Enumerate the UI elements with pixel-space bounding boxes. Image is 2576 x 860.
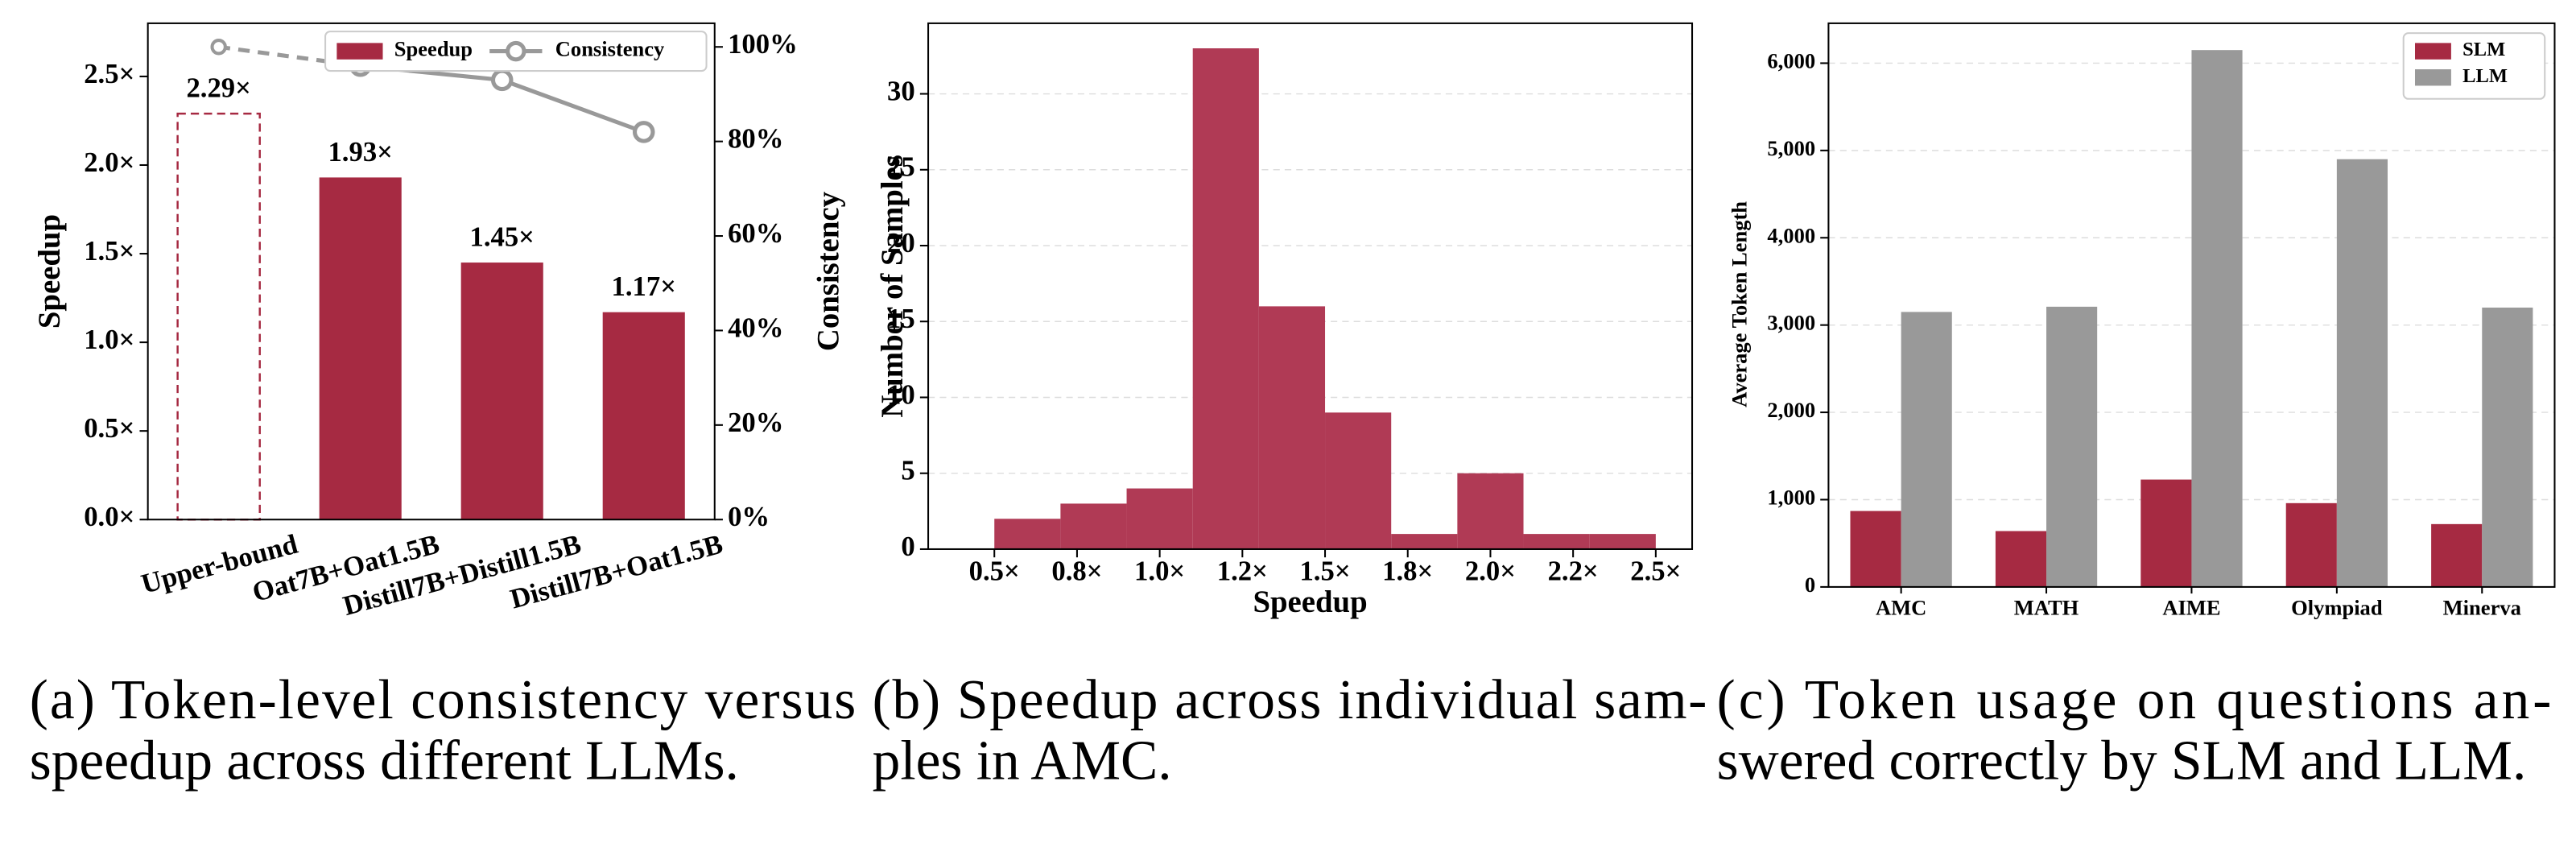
bar bbox=[1850, 511, 1901, 587]
legend-swatch bbox=[2415, 69, 2451, 86]
bar bbox=[1126, 488, 1193, 549]
bar bbox=[1325, 412, 1392, 549]
bar bbox=[1901, 312, 1952, 587]
x-tick-label: MATH bbox=[2014, 596, 2079, 620]
marker bbox=[632, 121, 655, 143]
caption: swered correctly by SLM and LLM. bbox=[1717, 730, 2527, 792]
data-label: 1.17× bbox=[612, 271, 676, 302]
line bbox=[218, 44, 645, 134]
y-tick-label: 5 bbox=[901, 455, 914, 486]
bar bbox=[2285, 502, 2337, 587]
y-tick-label: 6,000 bbox=[1767, 49, 1815, 73]
caption: ples in AMC. bbox=[873, 730, 1172, 792]
bar bbox=[2140, 479, 2192, 587]
y-tick-label: 10 bbox=[887, 378, 915, 410]
y-tick-label: 1.5× bbox=[84, 235, 134, 267]
marker bbox=[490, 68, 514, 92]
y-tick-label: 20 bbox=[887, 227, 915, 258]
axis-label: Speedup bbox=[32, 214, 67, 329]
bar bbox=[460, 263, 543, 520]
plot-frame bbox=[1827, 22, 2556, 588]
y-tick-label: 100% bbox=[728, 28, 798, 60]
legend-label: Consistency bbox=[555, 37, 665, 61]
x-tick-label: 1.5× bbox=[1299, 556, 1350, 587]
bar bbox=[2336, 159, 2388, 587]
x-tick-label: 1.0× bbox=[1134, 556, 1185, 587]
data-label: 1.45× bbox=[469, 221, 534, 252]
legend-marker bbox=[506, 40, 526, 62]
bar bbox=[1391, 534, 1458, 549]
caption: (c) Token usage on questions an- bbox=[1717, 669, 2552, 731]
y-tick-label: 3,000 bbox=[1767, 311, 1815, 335]
data-label: 1.93× bbox=[328, 136, 392, 167]
legend-swatch bbox=[336, 43, 383, 60]
axis-label: Number of Samples bbox=[875, 155, 910, 418]
bar bbox=[1060, 503, 1127, 549]
data-label: 2.29× bbox=[186, 72, 250, 104]
y-tick-label: 2,000 bbox=[1767, 398, 1815, 422]
caption: speedup across different LLMs. bbox=[30, 730, 739, 792]
x-tick-label: 1.2× bbox=[1217, 556, 1268, 587]
legend-label: SLM bbox=[2462, 39, 2505, 60]
caption: (a) Token-level consistency versus bbox=[30, 669, 857, 731]
y-tick-label: 20% bbox=[728, 407, 783, 438]
x-tick-label: Minerva bbox=[2443, 596, 2521, 620]
bar bbox=[1258, 306, 1326, 549]
y-tick-label: 1.0× bbox=[84, 324, 134, 355]
x-tick-label: AIME bbox=[2162, 596, 2220, 620]
y-tick-label: 1,000 bbox=[1767, 486, 1815, 510]
bar bbox=[1589, 534, 1656, 549]
y-tick-label: 5,000 bbox=[1767, 136, 1815, 160]
bar bbox=[319, 177, 402, 520]
plot-frame bbox=[927, 22, 1694, 550]
bar bbox=[1192, 48, 1259, 549]
y-tick-label: 80% bbox=[728, 123, 783, 155]
x-tick-label: AMC bbox=[1876, 596, 1926, 620]
axis-label: Consistency bbox=[811, 192, 846, 351]
bar bbox=[2482, 307, 2533, 587]
legend-label: Speedup bbox=[394, 37, 473, 61]
legend-label: LLM bbox=[2462, 65, 2508, 87]
x-tick-label: 1.8× bbox=[1382, 556, 1433, 587]
legend-swatch bbox=[2415, 43, 2451, 60]
y-tick-label: 0% bbox=[728, 501, 770, 532]
bar bbox=[1457, 473, 1524, 549]
y-tick-label: 40% bbox=[728, 312, 783, 343]
y-tick-label: 2.0× bbox=[84, 147, 134, 178]
x-tick-label: 2.0× bbox=[1465, 556, 1516, 587]
y-tick-label: 0 bbox=[1805, 573, 1815, 597]
y-tick-label: 2.5× bbox=[84, 58, 134, 89]
y-tick-label: 0.0× bbox=[84, 501, 134, 532]
bar bbox=[2431, 523, 2483, 587]
y-tick-label: 30 bbox=[887, 76, 915, 107]
x-tick-label: 0.8× bbox=[1051, 556, 1102, 587]
x-tick-label: 0.5× bbox=[969, 556, 1020, 587]
x-tick-label: 2.5× bbox=[1630, 556, 1681, 587]
y-tick-label: 15 bbox=[887, 303, 915, 334]
plot-frame bbox=[147, 22, 716, 521]
x-tick-label: 2.2× bbox=[1548, 556, 1599, 587]
bar bbox=[2046, 306, 2098, 587]
bar bbox=[2191, 50, 2243, 587]
axis-label: Average Token Length bbox=[1727, 201, 1751, 407]
bar bbox=[1523, 534, 1590, 549]
marker bbox=[210, 39, 227, 56]
y-tick-label: 25 bbox=[887, 151, 915, 183]
axis-label: Speedup bbox=[1253, 585, 1367, 619]
x-tick-label: Olympiad bbox=[2291, 596, 2383, 620]
y-tick-label: 0 bbox=[901, 531, 914, 562]
bar bbox=[176, 112, 261, 521]
bar bbox=[994, 519, 1061, 549]
y-tick-label: 4,000 bbox=[1767, 223, 1815, 247]
bar bbox=[602, 312, 685, 520]
y-tick-label: 0.5× bbox=[84, 412, 134, 444]
bar bbox=[1995, 531, 2047, 587]
y-tick-label: 60% bbox=[728, 217, 783, 249]
caption: (b) Speedup across individual sam- bbox=[873, 669, 1707, 731]
